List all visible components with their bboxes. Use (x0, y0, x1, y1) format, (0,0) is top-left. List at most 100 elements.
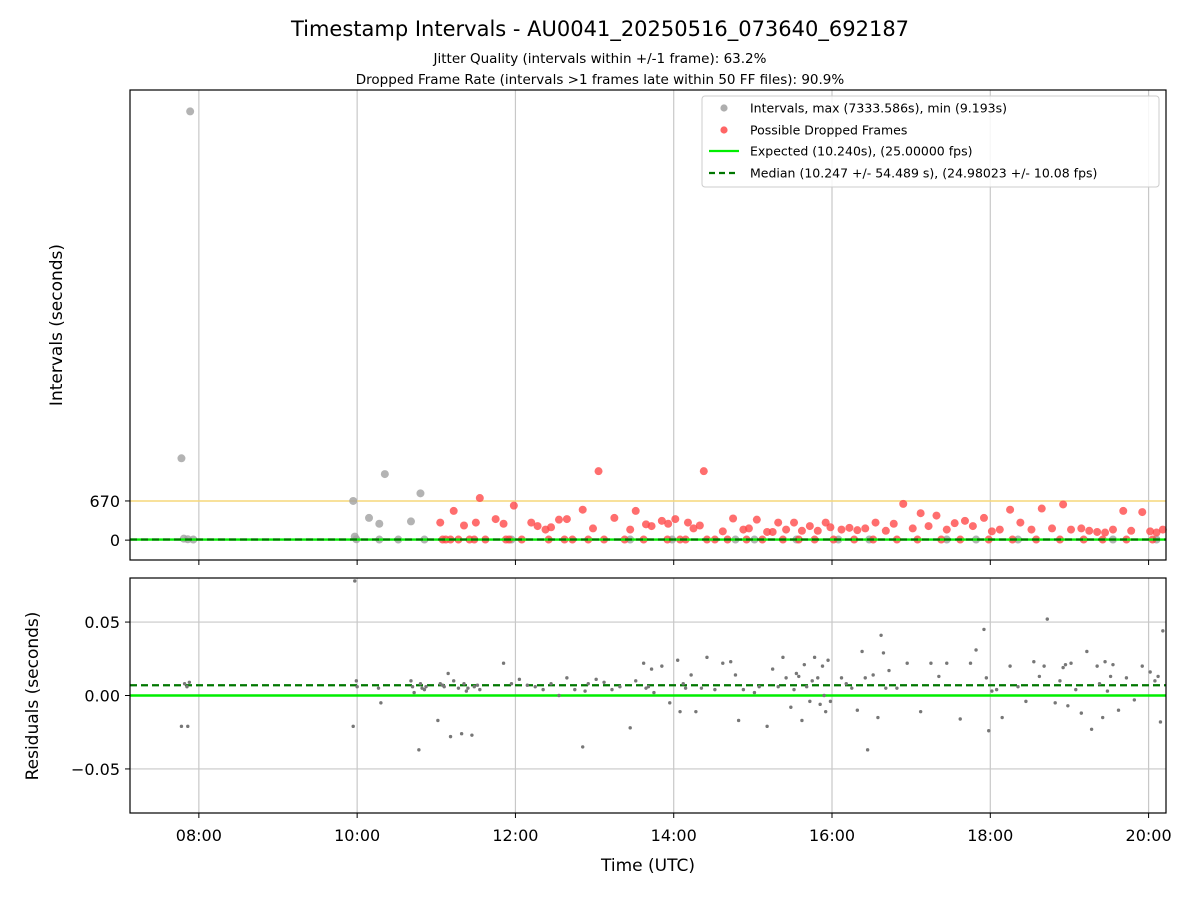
dropped-frame-point (527, 518, 536, 527)
dropped-frame-point (881, 526, 890, 535)
residual-point (501, 661, 506, 665)
dropped-frame-point (509, 501, 518, 510)
dropped-frame-point (960, 516, 969, 525)
residual-point (1032, 660, 1036, 664)
dropped-frame-point (1077, 524, 1086, 533)
residual-point (594, 677, 598, 682)
dropped-frame-point (671, 515, 680, 524)
residual-point (721, 661, 725, 665)
intervals-panel: 0 670 Intervals (seconds) Intervals, max … (47, 89, 1167, 565)
residual-point (410, 684, 415, 689)
residual-point (1111, 662, 1115, 667)
top-ytick-label-1: 670 (89, 492, 120, 511)
residual-point (1105, 689, 1110, 693)
residual-point (355, 684, 359, 689)
dropped-frame-point (647, 522, 656, 531)
dropped-frame-point (1016, 518, 1025, 527)
residual-point (452, 679, 456, 683)
residual-point (968, 661, 973, 665)
bot-ytick-label-1: 0.00 (84, 687, 120, 706)
residual-point (678, 709, 682, 714)
residual-point (652, 690, 656, 695)
residual-point (741, 687, 746, 692)
residual-point (818, 702, 822, 707)
dropped-frame-point (1158, 525, 1167, 534)
residual-point (918, 709, 923, 714)
residual-point (602, 680, 606, 684)
residual-point (884, 686, 888, 690)
residual-point (937, 674, 941, 679)
residual-point (533, 684, 537, 689)
residual-point (681, 682, 685, 686)
residual-point (581, 745, 585, 749)
residual-point (1085, 649, 1089, 654)
dropped-frame-point (657, 516, 666, 525)
residuals-axes-frame (129, 577, 1167, 814)
dropped-frame-point (932, 511, 941, 520)
residual-point (839, 676, 844, 680)
residual-point (1089, 727, 1094, 731)
bottom-points (179, 579, 1165, 752)
dropped-frame-point (554, 515, 563, 524)
residual-point (179, 724, 184, 729)
residual-point (464, 689, 469, 693)
dropped-frame-point (995, 525, 1004, 534)
residual-point (1069, 661, 1073, 665)
dropped-frame-point (768, 527, 777, 536)
legend-intervals-marker (720, 104, 728, 112)
residual-point (462, 682, 466, 686)
dropped-frame-point (853, 526, 862, 535)
residual-point (733, 673, 738, 677)
dropped-frame-point (1093, 527, 1102, 536)
residual-point (668, 701, 672, 705)
residual-point (549, 682, 553, 686)
interval-point (416, 489, 425, 498)
dropped-frame-point (1108, 525, 1117, 534)
residual-point (618, 684, 622, 689)
residual-point (881, 651, 886, 655)
residual-point (789, 705, 793, 709)
residual-point (186, 724, 190, 729)
residual-point (1061, 665, 1065, 670)
residual-point (628, 726, 632, 730)
dropped-frame-point (1101, 528, 1110, 537)
residual-point (757, 684, 761, 689)
dropped-frame-point (871, 518, 880, 527)
residual-point (583, 689, 587, 693)
dropped-frame-point (1152, 528, 1161, 537)
residual-point (472, 684, 476, 689)
residual-point (409, 679, 413, 683)
residual-point (958, 717, 962, 721)
residual-point (442, 684, 446, 689)
residual-point (1156, 674, 1160, 679)
bottom-y-ticks: −0.05 0.00 0.05 (71, 613, 130, 779)
bottom-x-ticks: 08:00 10:00 12:00 14:00 16:00 18:00 20:00 (176, 813, 1172, 845)
residual-point (509, 682, 514, 686)
residual-point (683, 686, 688, 690)
residual-point (781, 655, 785, 660)
residual-point (987, 729, 991, 733)
residual-point (1158, 720, 1163, 724)
residual-point (994, 687, 999, 692)
residual-point (871, 673, 875, 677)
residual-point (822, 693, 826, 698)
residual-point (797, 674, 801, 679)
interval-point (375, 519, 384, 528)
residual-point (1042, 664, 1046, 668)
residual-point (784, 676, 788, 680)
residual-point (417, 748, 421, 752)
residual-point (353, 579, 357, 583)
dropped-frame-point (1037, 504, 1046, 513)
chart-title: Timestamp Intervals - AU0041_20250516_07… (290, 17, 909, 42)
residual-point (1045, 617, 1049, 621)
residual-point (466, 686, 470, 690)
dropped-frame-point (594, 467, 603, 476)
residual-point (865, 748, 870, 752)
dropped-frame-point (689, 524, 698, 533)
residual-point (459, 731, 464, 736)
residual-point (855, 708, 860, 712)
bottom-y-axis-label: Residuals (seconds) (23, 612, 43, 781)
residual-point (354, 679, 359, 683)
residual-point (816, 676, 820, 680)
residual-point (1161, 629, 1165, 633)
